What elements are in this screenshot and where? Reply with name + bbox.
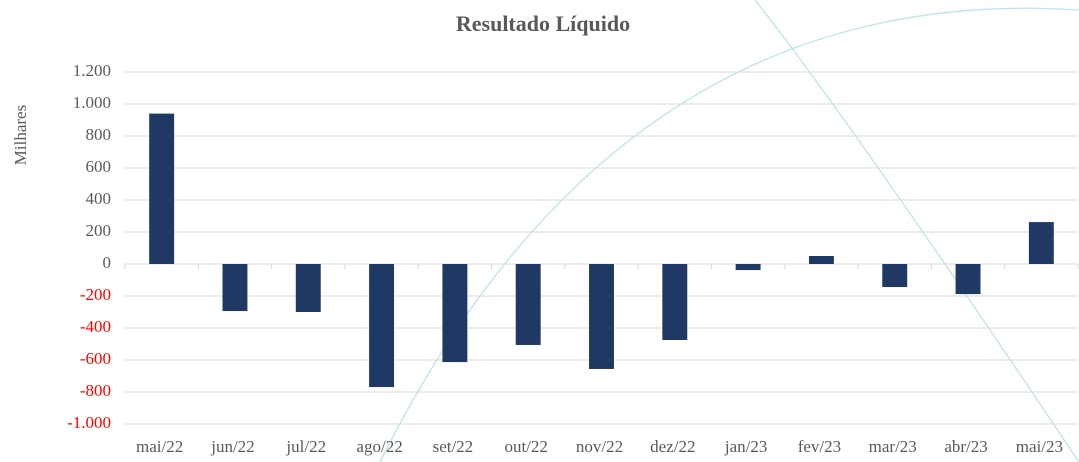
bar (736, 264, 761, 270)
bar (589, 264, 614, 369)
chart: Resultado Líquido Milhares -1.000 -800 -60… (0, 0, 1079, 462)
y-tick-label: -800 (80, 381, 111, 400)
bar (956, 264, 981, 294)
decoration (380, 8, 1079, 462)
y-axis-label: Milhares (11, 105, 30, 165)
x-tick-label: jan/23 (724, 437, 768, 456)
bar (149, 114, 174, 264)
y-tick-label: 0 (103, 253, 112, 272)
chart-title: Resultado Líquido (456, 11, 630, 36)
x-tick-label: out/22 (504, 437, 547, 456)
bar (662, 264, 687, 340)
y-tick-label: -200 (80, 285, 111, 304)
x-tick-label: ago/22 (356, 437, 402, 456)
bar (369, 264, 394, 387)
y-tick-label: 1.000 (73, 93, 111, 112)
y-tick-label: -1.000 (67, 413, 111, 432)
bar (222, 264, 247, 311)
x-tick-label: fev/23 (798, 437, 841, 456)
bar (882, 264, 907, 287)
bar (296, 264, 321, 312)
x-tick-label: set/22 (433, 437, 474, 456)
bar (442, 264, 467, 362)
x-tick-label: jun/22 (210, 437, 254, 456)
bar (1029, 222, 1054, 264)
bar (516, 264, 541, 345)
x-tick-label: mai/23 (1016, 437, 1063, 456)
x-tick-label: nov/22 (576, 437, 623, 456)
x-tick-label: mai/22 (136, 437, 183, 456)
y-tick-label: 1.200 (73, 61, 111, 80)
y-tick-label: 400 (86, 189, 112, 208)
y-tick-label: 800 (86, 125, 112, 144)
y-tick-label: 600 (86, 157, 112, 176)
bar (809, 256, 834, 264)
y-tick-label: -600 (80, 349, 111, 368)
y-tick-label: -400 (80, 317, 111, 336)
x-tick-label: mar/23 (869, 437, 917, 456)
x-tick-label: dez/22 (650, 437, 695, 456)
x-tick-label: abr/23 (944, 437, 987, 456)
y-tick-label: 200 (86, 221, 112, 240)
x-tick-label: jul/22 (285, 437, 326, 456)
